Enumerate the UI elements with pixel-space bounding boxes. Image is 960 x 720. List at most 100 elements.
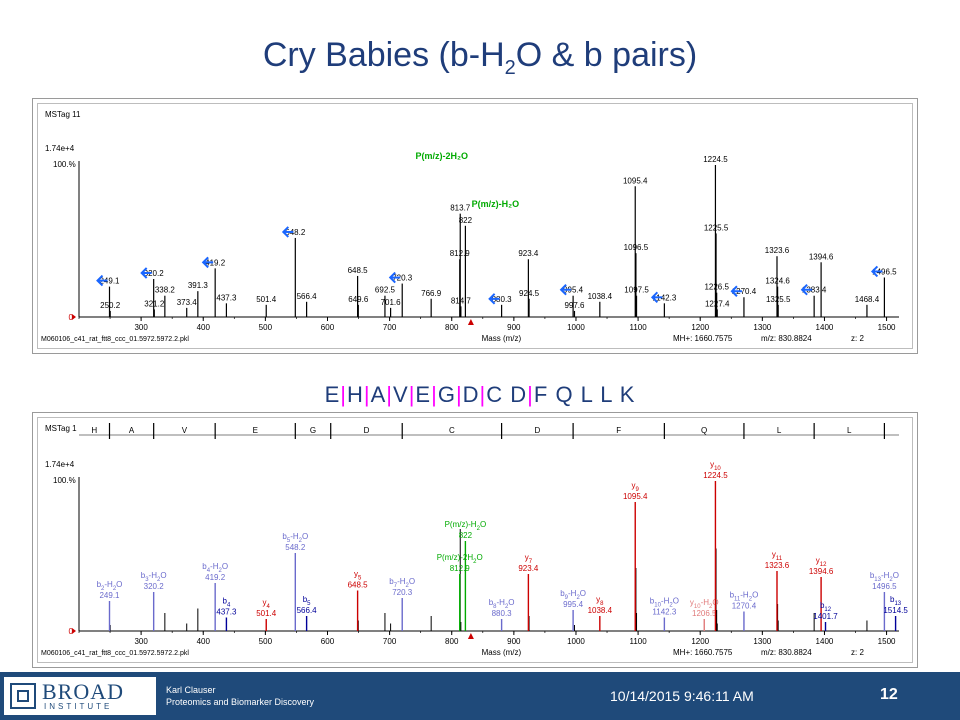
peak-label: 1095.4 [623,176,648,185]
peak-label: 1226.5 [704,283,729,292]
residue-label: L [847,426,852,435]
sequence-residue: L [593,382,613,407]
ion-label: b4-H2O [202,562,228,574]
sequence-separator: | [479,382,487,407]
peak-label: 924.5 [519,289,540,298]
ion-label: y12 [816,556,827,568]
peak-label: 813.7 [450,204,471,213]
y-zero-label: 0 [69,627,74,636]
x-tick-label: 600 [321,637,335,646]
arrow-head [800,284,808,296]
ion-mz-label: 419.2 [205,573,226,582]
ion-label: b5-H2O [282,532,308,544]
blue-arrow-icon [730,285,742,297]
ion-mz-label: 648.5 [348,581,369,590]
ion-label: y10 [710,460,721,472]
sequence-residue: V [393,382,409,407]
mh-label: MH+: 1660.7575 [673,334,733,343]
residue-label: F [616,426,621,435]
footer-bar: BROAD INSTITUTE Karl Clauser Proteomics … [0,672,960,720]
x-axis-label: Mass (m/z) [482,334,522,343]
ion-label: P(m/z)-H2O [445,520,487,532]
ion-mz-label: 1142.3 [652,608,676,617]
blue-arrow-icon [870,265,883,278]
ion-label: y5 [354,570,362,582]
blue-arrow-icon [140,267,152,279]
peak-label: 320.2 [144,269,165,278]
blue-arrow-icon [559,284,572,296]
peak-label: 321.2 [144,299,165,308]
ion-label: b10-H2O [650,597,679,609]
residue-label: H [91,426,97,435]
arrow-head [870,265,879,278]
ion-mz-label: 1514.5 [883,606,908,615]
ion-mz-label: 1206.5 [692,609,717,618]
ion-label: y8 [596,595,604,607]
sequence-separator: | [431,382,438,407]
arrow-head [488,293,496,305]
arrow-head [559,284,567,296]
ion-label: y4 [263,598,271,610]
peak-label: 880.3 [492,295,513,304]
peak-label: 814.7 [451,296,472,305]
peak-label: 923.4 [518,249,539,258]
residue-label: G [310,426,316,435]
x-tick-label: 1500 [878,323,896,332]
peak-label: 1323.6 [765,246,790,255]
peak-label: 1468.4 [855,295,880,304]
x-tick-label: 700 [383,637,397,646]
ion-mz-label: 1323.6 [765,561,790,570]
ion-label: b9-H2O [560,589,586,601]
residue-label: Q [701,426,707,435]
arrow-head [650,291,659,304]
x-tick-label: 1000 [567,637,585,646]
sequence-residue: D [462,382,480,407]
logo-sub-text: INSTITUTE [44,702,113,711]
slide-date: 10/14/2015 9:46:11 AM [610,688,754,704]
x-tick-label: 900 [507,323,521,332]
arrow-head [140,267,148,279]
ion-label: y11 [772,550,783,562]
peak-label: 997.6 [564,301,585,310]
blue-arrow-icon [96,274,108,287]
x-tick-label: 900 [507,637,521,646]
x-tick-label: 1200 [691,323,709,332]
ion-mz-label: 437.3 [216,608,237,617]
ion-mz-label: 1394.6 [809,567,834,576]
arrow-head [388,271,396,284]
peak-label: 1324.6 [765,277,790,286]
ion-annotation: y10-H2O1206.5 [690,598,719,618]
x-tick-label: 400 [197,323,211,332]
x-tick-label: 1400 [816,323,834,332]
ion-label: b12 [820,601,832,613]
peak-label: 1394.6 [809,252,834,261]
sequence-residue: L [573,382,594,407]
x-axis-label: Mass (m/z) [482,648,522,657]
peak-label: 692.5 [375,286,396,295]
spectrum-panel-top: MSTag 11 1.74e+4 100.% 0 300 400 500 600 700 800 9… [32,98,918,354]
y-max-label: 1.74e+4 [45,460,75,469]
y-percent-label: 100.% [53,476,76,485]
ion-label: b11-H2O [730,591,759,603]
residue-label: V [182,426,188,435]
sequence-residue: E [415,382,432,407]
peak-label: 649.6 [348,295,369,304]
ion-label: b4 [223,597,231,609]
peak-label: 1496.5 [872,267,897,276]
